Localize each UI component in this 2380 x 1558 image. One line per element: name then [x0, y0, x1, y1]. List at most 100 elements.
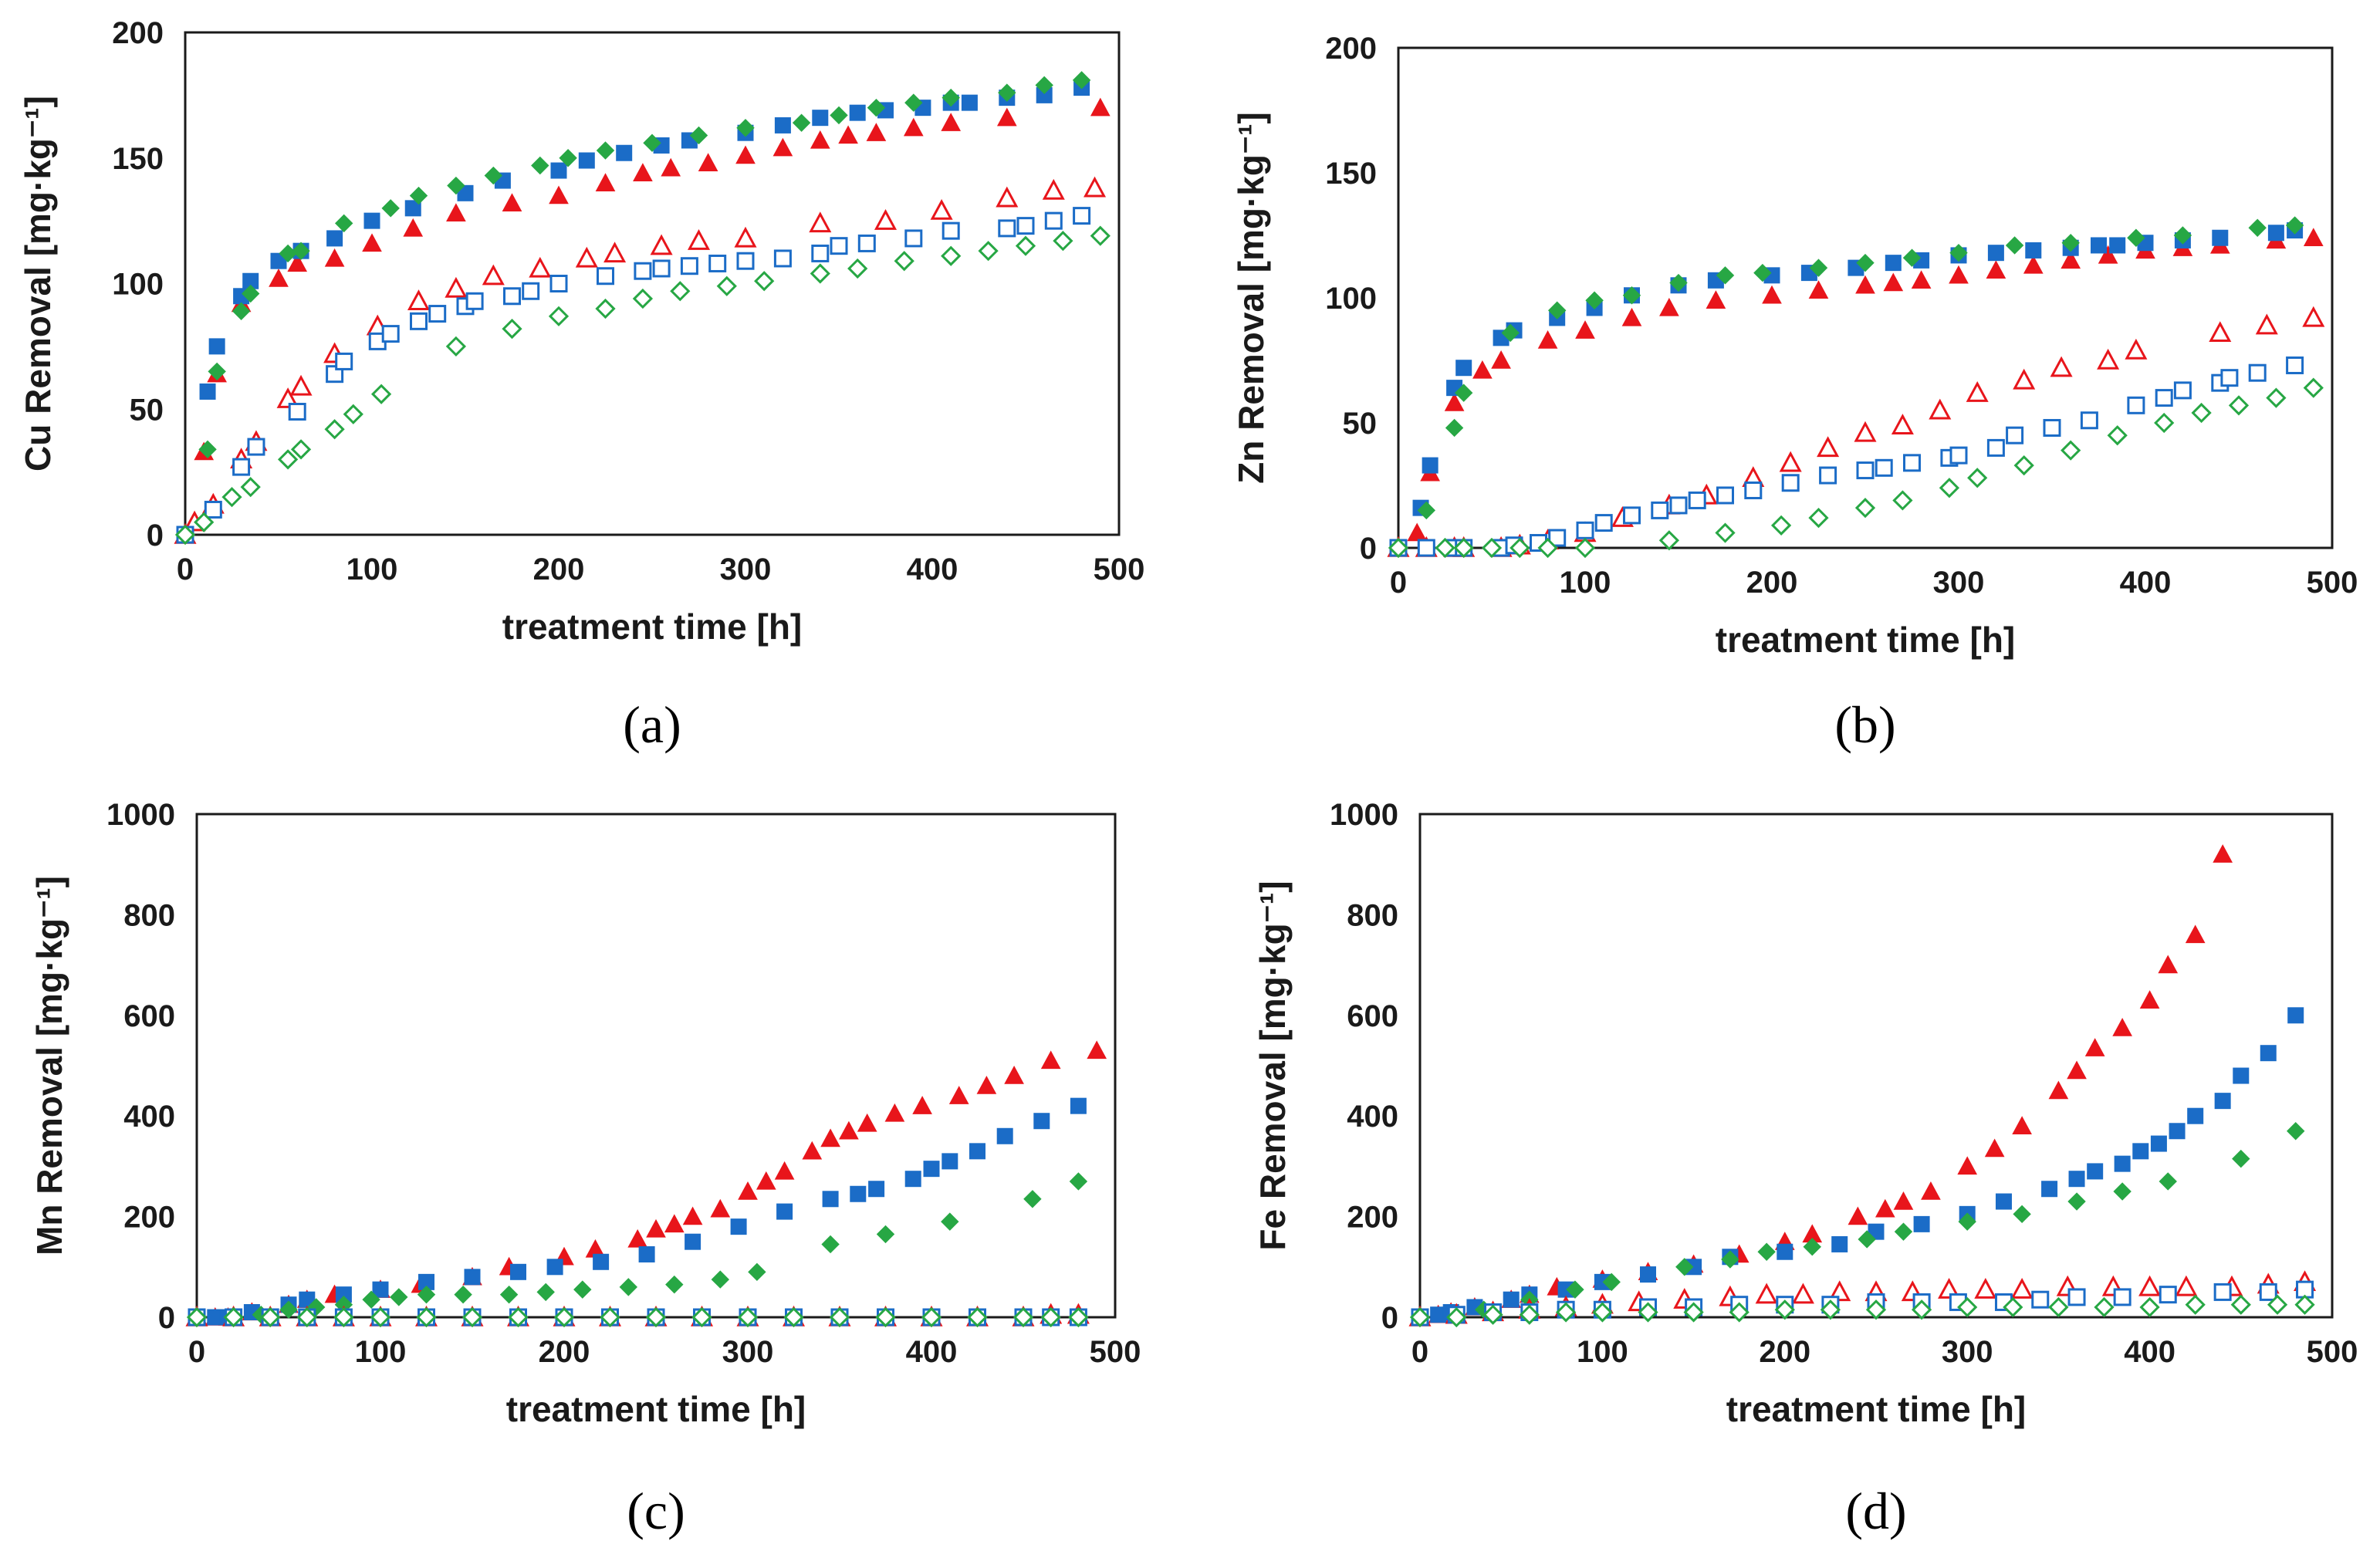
y-tick-label: 0 — [147, 519, 164, 553]
data-point — [2233, 1067, 2250, 1084]
y-tick-label: 800 — [1347, 898, 1398, 932]
chart-a: 0 100 200 300 400 500 0 50 100 150 200 treatment ti… — [18, 16, 1144, 754]
data-point — [241, 284, 260, 303]
data-point — [670, 281, 691, 302]
x-tick-label: 100 — [1577, 1335, 1628, 1369]
data-point — [269, 268, 289, 287]
data-point — [930, 198, 953, 220]
y-tick-label: 0 — [158, 1301, 175, 1335]
data-point — [2248, 363, 2267, 382]
data-point — [1957, 1156, 1978, 1175]
data-point — [2267, 225, 2284, 242]
x-tick-label: 100 — [355, 1335, 407, 1369]
data-point — [1638, 1302, 1658, 1323]
data-point — [595, 173, 616, 191]
chart-b: 0 100 200 300 400 500 0 50 100 150 200 treatment ti… — [1231, 32, 2358, 754]
data-point — [1865, 1299, 1887, 1320]
data-point — [232, 458, 251, 476]
data-point — [324, 419, 345, 440]
data-point — [1044, 211, 1063, 230]
y-tick-label: 600 — [1347, 999, 1398, 1033]
data-point — [820, 1128, 840, 1147]
y-tick-label: 200 — [112, 16, 164, 50]
data-point — [204, 500, 222, 519]
data-point — [559, 149, 577, 167]
data-point — [665, 1275, 684, 1294]
data-point — [270, 252, 287, 269]
data-point — [1779, 451, 1802, 472]
data-point — [2013, 1205, 2031, 1224]
data-point — [1762, 285, 1782, 304]
data-point — [363, 212, 380, 229]
x-tick-label: 200 — [539, 1335, 590, 1369]
data-point — [553, 1306, 575, 1328]
data-point — [734, 226, 757, 248]
data-point — [508, 1306, 529, 1328]
data-point — [1781, 474, 1800, 492]
panel-label: (b) — [1834, 695, 1895, 754]
data-point — [1435, 537, 1455, 559]
data-point — [1715, 522, 1736, 543]
data-point — [1090, 97, 1111, 117]
data-point — [600, 1306, 620, 1328]
data-point — [1090, 225, 1111, 246]
data-point — [2048, 1296, 2069, 1318]
data-point — [1084, 176, 1107, 198]
data-point — [1555, 1302, 1577, 1323]
data-point — [978, 241, 999, 262]
data-point — [529, 256, 552, 278]
x-tick-label: 400 — [2120, 566, 2172, 600]
data-point — [1855, 275, 1875, 294]
data-point — [1481, 537, 1503, 559]
data-point — [2113, 1182, 2132, 1201]
data-point — [1808, 280, 1829, 299]
data-point — [2173, 226, 2192, 245]
x-axis-title: treatment time [h] — [1716, 620, 2015, 660]
data-point — [2050, 356, 2073, 377]
data-point — [1856, 253, 1875, 272]
data-point — [403, 218, 424, 237]
data-point — [2013, 455, 2034, 476]
series-blue-filled-square — [177, 79, 1090, 543]
data-point — [2139, 990, 2160, 1009]
data-point — [260, 1306, 281, 1328]
data-point — [1854, 498, 1876, 519]
data-point — [967, 1306, 988, 1328]
data-point — [208, 362, 226, 381]
y-tick-label: 50 — [1343, 407, 1378, 441]
data-point — [1453, 537, 1474, 559]
data-point — [593, 1253, 610, 1270]
data-point — [2155, 389, 2173, 407]
data-point — [445, 276, 468, 298]
data-point — [941, 113, 962, 131]
data-point — [1547, 301, 1567, 319]
data-point — [772, 137, 793, 157]
data-point — [1053, 231, 1073, 252]
data-point — [2043, 418, 2061, 437]
data-point — [1809, 259, 1828, 277]
x-tick-label: 200 — [1746, 566, 1798, 600]
data-point — [1594, 514, 1613, 532]
data-point — [1491, 350, 1511, 369]
data-point — [710, 1198, 731, 1218]
series-green-filled-diamond — [176, 71, 1091, 544]
data-point — [810, 130, 830, 149]
data-point — [830, 237, 848, 255]
data-point — [2091, 237, 2107, 254]
data-point — [627, 1228, 648, 1248]
data-point — [2232, 1149, 2250, 1168]
data-point — [2127, 396, 2145, 414]
data-point — [1949, 243, 1968, 262]
data-point — [876, 1225, 895, 1244]
data-point — [2031, 1290, 2050, 1309]
data-point — [292, 242, 310, 260]
data-point — [1651, 501, 1669, 519]
data-point — [996, 186, 1019, 208]
data-point — [499, 1285, 519, 1304]
data-point — [616, 144, 633, 161]
data-point — [1755, 1283, 1778, 1304]
data-point — [1422, 457, 1438, 474]
data-point — [1585, 291, 1604, 309]
data-point — [689, 126, 708, 145]
